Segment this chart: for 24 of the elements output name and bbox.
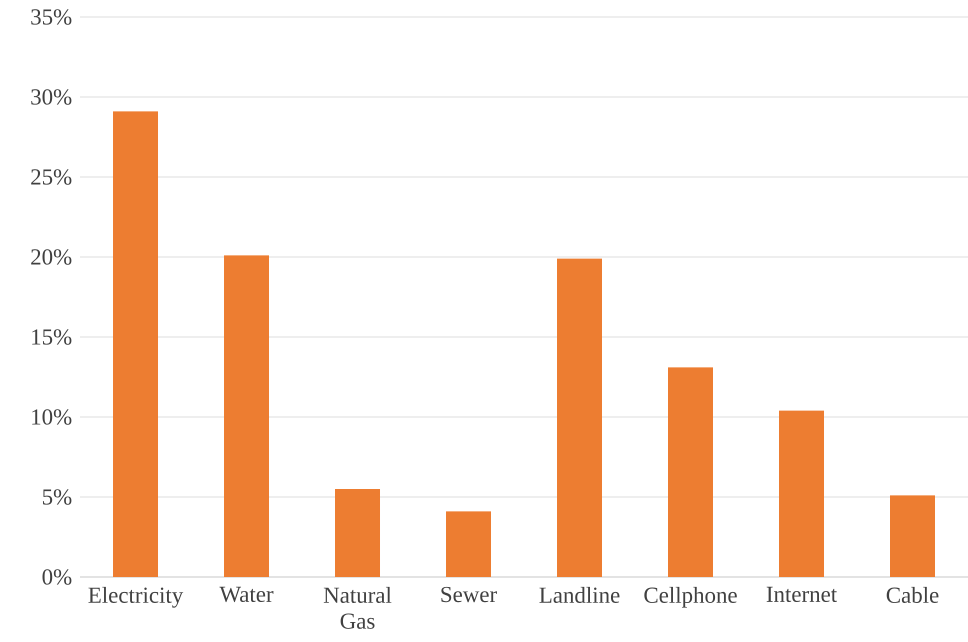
x-tick-label: Electricity — [88, 586, 184, 608]
bar — [335, 488, 380, 577]
x-tick-label: Natural Gas — [324, 586, 392, 629]
bar — [113, 111, 158, 577]
x-tick-label: Water — [219, 586, 274, 602]
y-tick-label: 20% — [31, 249, 72, 265]
y-tick-label: 15% — [32, 329, 72, 345]
bar — [779, 410, 824, 577]
y-tick-label: 25% — [31, 169, 72, 185]
x-tick-label: Cable — [886, 586, 938, 603]
bar — [890, 495, 936, 577]
y-tick-label: 0% — [42, 569, 72, 585]
bar — [446, 511, 492, 577]
bar — [557, 258, 602, 577]
y-tick-label: 5% — [42, 489, 72, 505]
bar — [668, 367, 714, 577]
x-tick-label: Cellphone — [644, 586, 737, 608]
y-tick-label: 10% — [32, 409, 72, 425]
x-tick-label: Internet — [766, 586, 838, 602]
bar — [224, 255, 270, 577]
x-tick-label: Landline — [539, 586, 620, 603]
y-tick-label: 35% — [31, 9, 72, 25]
x-tick-label: Sewer — [441, 586, 497, 602]
y-tick-label: 30% — [31, 89, 72, 105]
